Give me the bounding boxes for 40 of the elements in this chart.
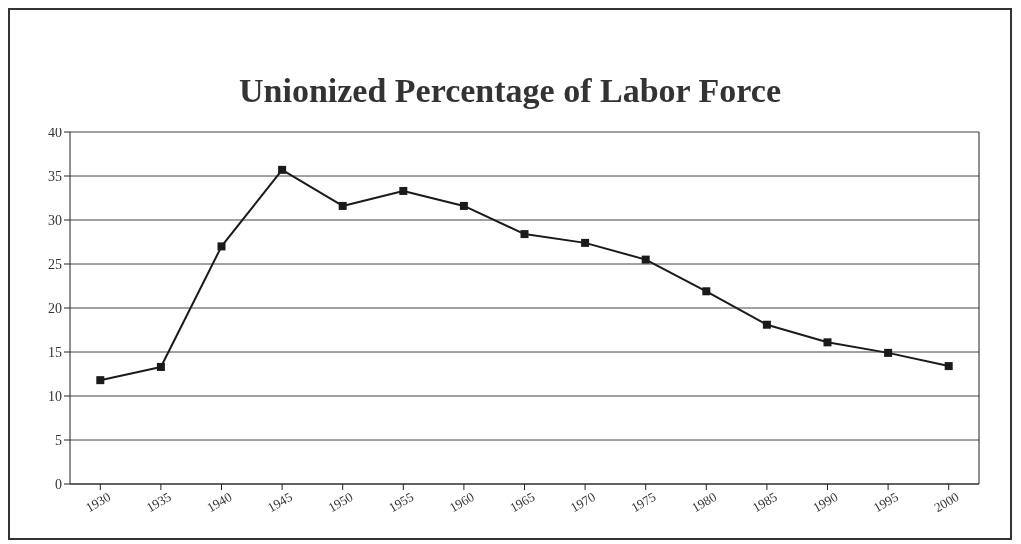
point <box>581 238 590 247</box>
y-tick-label: 0 <box>55 476 62 492</box>
y-tick-label: 25 <box>48 256 62 272</box>
point <box>96 376 105 385</box>
point <box>399 186 408 195</box>
point <box>217 242 226 251</box>
x-tick-label: 1955 <box>386 489 417 516</box>
y-tick-label: 35 <box>48 168 62 184</box>
point <box>278 165 287 174</box>
x-tick-label: 1965 <box>507 489 538 516</box>
point <box>338 201 347 210</box>
x-tick-label: 1960 <box>446 489 477 516</box>
x-tick-label: 1935 <box>143 489 174 516</box>
point <box>702 287 711 296</box>
x-tick-label: 1950 <box>325 489 356 516</box>
point <box>944 362 953 371</box>
y-tick-label: 15 <box>48 344 62 360</box>
point <box>156 362 165 371</box>
x-tick-label: 1940 <box>204 489 235 516</box>
y-tick-label: 10 <box>48 388 62 404</box>
point <box>884 348 893 357</box>
point <box>823 338 832 347</box>
x-tick-label: 1980 <box>689 489 720 516</box>
x-tick-label: 1985 <box>749 489 780 516</box>
point <box>762 320 771 329</box>
x-tick-label: 1990 <box>810 489 841 516</box>
y-tick-label: 5 <box>55 432 62 448</box>
point <box>459 201 468 210</box>
x-tick-label: 2000 <box>931 489 962 516</box>
x-tick-label: 1975 <box>628 489 659 516</box>
x-tick-label: 1995 <box>870 489 901 516</box>
x-tick-label: 1930 <box>83 489 114 516</box>
y-tick-label: 40 <box>48 124 62 140</box>
x-tick-label: 1970 <box>567 489 598 516</box>
chart-title: Unionized Percentage of Labor Force <box>238 72 781 109</box>
x-tick-label: 1945 <box>264 489 295 516</box>
y-tick-label: 20 <box>48 300 62 316</box>
y-tick-label: 30 <box>48 212 62 228</box>
point <box>641 255 650 264</box>
point <box>520 230 529 239</box>
